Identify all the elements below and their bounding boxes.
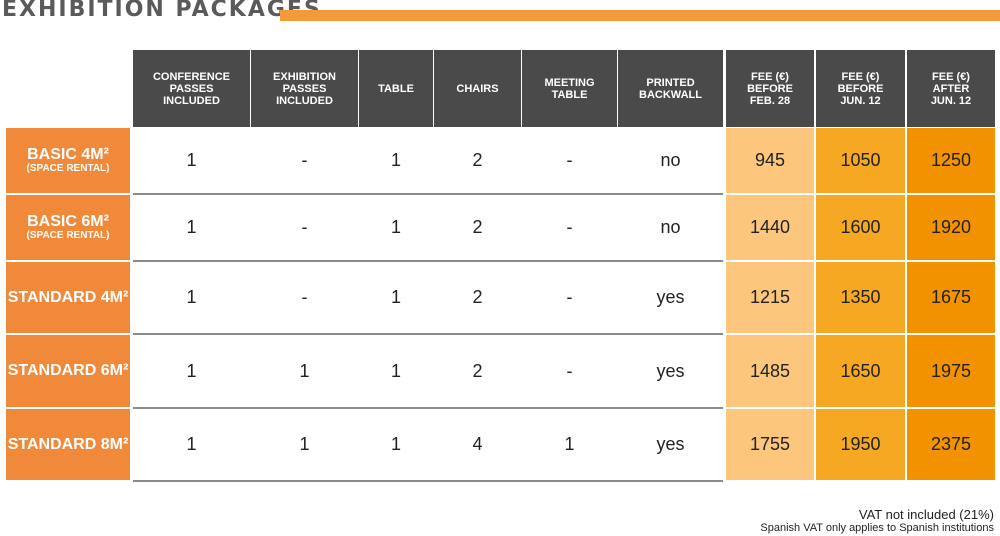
cell: 2 (472, 287, 483, 307)
cell: 1 (186, 150, 197, 170)
row-divider (133, 407, 723, 409)
header-line: PRINTED (646, 76, 695, 89)
header-line: CHAIRS (456, 82, 499, 95)
fee-cell: 2375 (907, 409, 995, 480)
header-line: FEB. 28 (749, 94, 791, 107)
row-divider (133, 480, 723, 482)
cell: - (566, 150, 573, 170)
cell: 1 (390, 150, 401, 170)
row-label-text: STANDARD 4M² (7, 288, 129, 306)
header-line: FEE (€) (751, 70, 789, 83)
row-label-text: STANDARD 8M² (7, 435, 129, 453)
cell: 1 (186, 434, 197, 454)
column-header: CONFERENCE PASSES INCLUDED (133, 50, 250, 127)
cell: no (660, 217, 681, 237)
fee-cell: 1675 (907, 262, 995, 333)
row-sublabel: (SPACE RENTAL) (26, 229, 110, 241)
header-line: EXHIBITION (273, 70, 336, 83)
fee-cell: 1350 (816, 262, 905, 333)
title-rule (280, 10, 1000, 21)
fee-cell: 1975 (907, 335, 995, 407)
cell: 1 (186, 217, 197, 237)
row-divider (133, 333, 723, 335)
row-divider (133, 193, 723, 195)
cell: 1 (186, 287, 197, 307)
row-sublabel: (SPACE RENTAL) (26, 162, 110, 174)
header-line: INCLUDED (276, 94, 333, 107)
column-header: FEE (€) BEFORE FEB. 28 (726, 50, 814, 127)
title: EXHIBITION PACKAGES (2, 0, 322, 22)
header-line: BEFORE (747, 82, 793, 95)
cell: - (301, 150, 308, 170)
row-divider (133, 260, 723, 262)
cell: yes (656, 360, 685, 381)
header-line: TABLE (378, 82, 414, 95)
fee-cell: 1650 (816, 335, 905, 407)
row-label: STANDARD 4M² (6, 262, 130, 333)
header-line: BEFORE (837, 82, 884, 95)
cell: 1 (299, 434, 310, 454)
cell: 2 (472, 217, 483, 237)
header-line: JUN. 12 (930, 94, 972, 107)
column-header: FEE (€) AFTER JUN. 12 (907, 50, 995, 127)
fee-cell: 1950 (816, 409, 905, 480)
row-label-text: BASIC 6M² (27, 212, 109, 230)
fee-cell: 945 (726, 128, 814, 193)
row-label: BASIC 6M² (SPACE RENTAL) (6, 195, 130, 260)
cell: - (566, 360, 573, 381)
fee-cell: 1215 (726, 262, 814, 333)
fee-cell: 1485 (726, 335, 814, 407)
cell: yes (656, 434, 685, 454)
fee-cell: 1920 (907, 195, 995, 260)
header-line: AFTER (932, 82, 970, 95)
header-line: JUN. 12 (840, 94, 881, 107)
column-header: FEE (€) BEFORE JUN. 12 (816, 50, 905, 127)
cell: 1 (390, 217, 401, 237)
cell: 1 (564, 434, 575, 454)
row-label: STANDARD 8M² (6, 409, 130, 480)
fee-cell: 1250 (907, 128, 995, 193)
header-line: BACKWALL (639, 88, 702, 101)
row-label-text: BASIC 4M² (27, 145, 109, 163)
column-header: EXHIBITION PASSES INCLUDED (251, 50, 358, 127)
header-line: CONFERENCE (152, 70, 230, 83)
cell: - (566, 217, 573, 237)
header-line: FEE (€) (932, 70, 970, 83)
cell: - (566, 287, 573, 307)
header-line: FEE (€) (841, 70, 880, 83)
cell: 1 (390, 434, 401, 454)
row-label: STANDARD 6M² (6, 335, 130, 407)
column-header: MEETING TABLE (522, 50, 617, 127)
footer-subnote: Spanish VAT only applies to Spanish inst… (760, 522, 994, 534)
cell: - (301, 287, 308, 307)
header-line: INCLUDED (163, 94, 220, 107)
cell: 1 (299, 360, 310, 381)
fee-cell: 1755 (726, 409, 814, 480)
row-label-text: STANDARD 6M² (7, 362, 129, 379)
header-line: PASSES (169, 82, 214, 95)
row-label: BASIC 4M² (SPACE RENTAL) (6, 128, 130, 193)
cell: 1 (186, 360, 197, 381)
footer-note: VAT not included (21%) (858, 507, 994, 522)
column-header: PRINTED BACKWALL (618, 50, 723, 127)
cell: 4 (472, 434, 483, 454)
cell: 1 (390, 287, 401, 307)
column-header: TABLE (359, 50, 433, 127)
cell: 2 (472, 150, 483, 170)
cell: 1 (390, 360, 401, 381)
fee-cell: 1600 (816, 195, 905, 260)
cell: 2 (472, 360, 483, 381)
cell: yes (656, 287, 685, 307)
cell: no (660, 150, 681, 170)
fee-cell: 1440 (726, 195, 814, 260)
fee-cell: 1050 (816, 128, 905, 193)
header-line: PASSES (282, 82, 327, 95)
header-line: TABLE (551, 88, 588, 101)
cell: - (301, 217, 308, 237)
column-header: CHAIRS (434, 50, 521, 127)
header-line: MEETING (544, 76, 595, 89)
